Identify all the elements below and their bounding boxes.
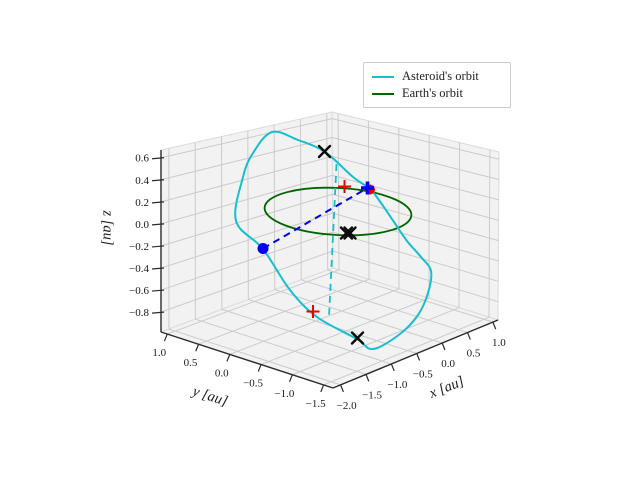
gridline-x-floor [327, 269, 494, 323]
red-plus-top [338, 180, 351, 193]
gridline-x-wall [247, 130, 249, 300]
black-x-double-left [339, 226, 354, 240]
z-tick-label: 0.6 [135, 153, 149, 165]
x-tick-mark [466, 332, 471, 340]
z-tick-mark [151, 267, 165, 270]
legend: Asteroid's orbit Earth's orbit [363, 62, 511, 108]
asteroid-orbit-path [234, 130, 433, 351]
y-tick-label: 1.0 [152, 347, 166, 359]
black-x-top [317, 144, 332, 159]
gridline-z-right [332, 137, 499, 180]
y-tick-label: 0.0 [215, 367, 229, 379]
red-plus-bottom [306, 305, 320, 318]
gridline-z-left [160, 193, 333, 247]
y-tick-mark [195, 343, 200, 352]
legend-label-asteroid-orbit: Asteroid's orbit [402, 69, 479, 83]
y-tick-label: −0.5 [243, 378, 263, 390]
x-axis-spine [332, 319, 499, 389]
y-tick-label: −1.5 [306, 398, 326, 410]
blue-plus-bold [361, 181, 374, 195]
x-tick-mark [365, 374, 370, 382]
y-tick-mark [257, 364, 262, 372]
gridline-y-floor [323, 316, 490, 386]
gridline-x-floor [168, 328, 341, 386]
cyan-dashed-vertical [328, 163, 338, 318]
gridline-z-left [160, 174, 333, 225]
legend-line-asteroid-orbit [372, 75, 394, 78]
x-tick-label: −0.5 [413, 368, 433, 380]
blue-dot [257, 243, 269, 254]
black-x-double-right [343, 226, 357, 240]
legend-item-earth-orbit: Earth's orbit [372, 85, 502, 102]
z-tick-label: 0.0 [135, 219, 149, 231]
z-tick-label: −0.2 [129, 241, 149, 253]
gridline-y-wall [367, 120, 370, 280]
y-axis-spine [160, 331, 334, 389]
black-x-bottom [350, 331, 365, 345]
z-tick-label: 0.4 [135, 175, 149, 187]
gridline-z-right [332, 193, 499, 242]
gridline-z-right [332, 212, 499, 262]
gridline-x-floor [274, 289, 443, 344]
gridline-y-floor [229, 288, 400, 355]
gridline-z-right [331, 118, 500, 160]
y-tick-mark [163, 333, 168, 342]
gridline-y-floor [167, 269, 340, 335]
gridline-z-left [160, 250, 334, 313]
gridline-y-floor [198, 278, 370, 345]
x-tick-label: 1.0 [492, 337, 506, 349]
x-tick-label: −2.0 [337, 400, 357, 412]
gridline-z-right [332, 250, 499, 303]
x-tick-mark [492, 321, 497, 330]
x-tick-mark [416, 353, 421, 361]
z-tick-mark [151, 223, 165, 226]
gridline-y-floor [260, 297, 430, 366]
gridline-x-floor [221, 308, 392, 365]
z-tick-mark [151, 201, 165, 204]
gridline-z-right [332, 155, 499, 201]
y-tick-mark [226, 354, 231, 362]
x-tick-mark [441, 342, 446, 351]
gridline-y-wall [458, 142, 461, 308]
y-tick-mark [288, 374, 293, 382]
x-tick-label: −1.0 [387, 379, 407, 391]
y-tick-label: 0.5 [184, 357, 198, 369]
z-tick-mark [151, 245, 165, 248]
z-tick-label: −0.6 [129, 285, 149, 297]
x-tick-mark [340, 384, 344, 393]
gridline-z-left [160, 118, 333, 159]
z-tick-label: −0.8 [129, 307, 149, 319]
x-tick-label: 0.0 [441, 358, 455, 370]
x-tick-label: 0.5 [467, 348, 481, 360]
y-tick-label: −1.0 [274, 388, 294, 400]
blue-dashed-connector [262, 187, 369, 250]
gridline-x-floor [301, 279, 468, 334]
gridline-x-floor [195, 318, 367, 375]
legend-label-earth-orbit: Earth's orbit [402, 86, 463, 100]
gridline-z-left [160, 231, 333, 291]
z-tick-label: 0.2 [135, 197, 149, 209]
z-tick-mark [151, 157, 165, 160]
y-tick-mark [320, 384, 325, 393]
gridline-z-left [160, 212, 333, 269]
earth-orbit-path [263, 186, 413, 237]
gridline-y-floor [292, 307, 460, 376]
legend-line-earth-orbit [372, 92, 394, 95]
z-tick-mark [151, 179, 165, 182]
gridline-z-right [332, 231, 499, 282]
z-tick-label: −0.4 [129, 263, 149, 275]
z-axis-label: z [au] [99, 210, 116, 246]
x-tick-label: −1.5 [362, 389, 382, 401]
z-tick-mark [151, 289, 165, 292]
x-tick-mark [390, 363, 395, 372]
legend-item-asteroid-orbit: Asteroid's orbit [372, 68, 502, 85]
gridline-z-left [160, 137, 333, 181]
z-tick-mark [151, 311, 165, 314]
gridline-z-left [160, 155, 333, 203]
